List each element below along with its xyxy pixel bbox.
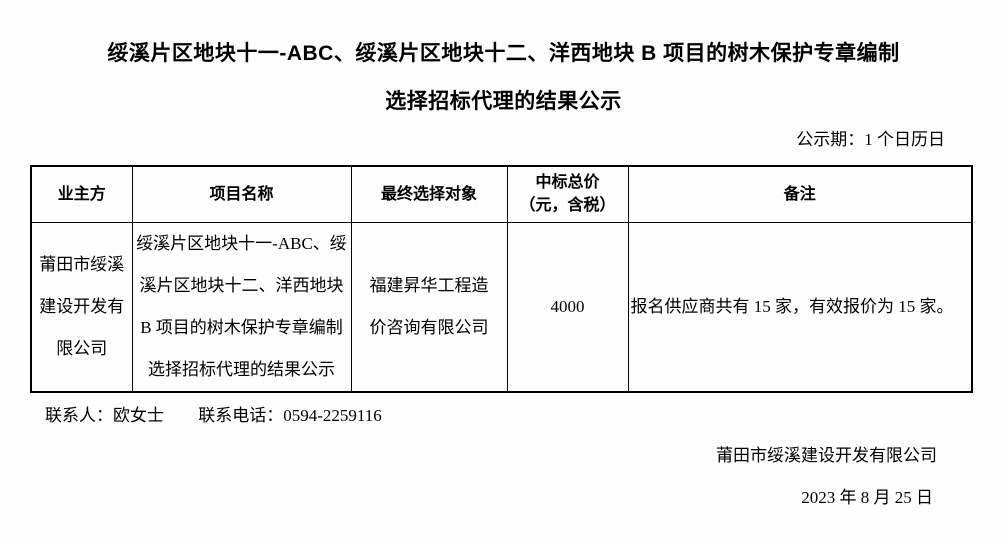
price-cell: 4000 <box>506 221 629 392</box>
signature-date: 2023 年 8 月 25 日 <box>801 487 933 507</box>
signature-company: 莆田市绥溪建设开发有限公司 <box>716 445 937 465</box>
header-project: 项目名称 <box>131 165 352 223</box>
page-title-line1: 绥溪片区地块十一-ABC、绥溪片区地块十二、洋西地块 B 项目的树木保护专章编制 <box>107 42 900 65</box>
header-agency: 最终选择对象 <box>350 165 508 223</box>
project-cell: 绥溪片区地块十一-ABC、绥溪片区地块十二、洋西地块 B 项目的树木保护专章编制… <box>131 221 352 392</box>
page-title-line2: 选择招标代理的结果公示 <box>385 90 622 113</box>
table-row: 莆田市绥溪建设开发有限公司 绥溪片区地块十一-ABC、绥溪片区地块十二、洋西地块… <box>30 221 973 392</box>
header-price: 中标总价 （元，含税） <box>506 165 629 223</box>
publicity-period: 公示期：1 个日历日 <box>796 130 945 149</box>
owner-cell: 莆田市绥溪建设开发有限公司 <box>30 221 133 392</box>
contact-phone: 联系电话：0594-2259116 <box>198 405 382 425</box>
table-header-row: 业主方 项目名称 最终选择对象 中标总价 （元，含税） 备注 <box>30 165 973 223</box>
page-title: 绥溪片区地块十一-ABC、绥溪片区地块十二、洋西地块 B 项目的树木保护专章编制… <box>0 0 1007 126</box>
bid-result-table: 业主方 项目名称 最终选择对象 中标总价 （元，含税） 备注 莆田市绥溪建设开发… <box>30 165 973 393</box>
agency-cell: 福建昇华工程造价咨询有限公司 <box>350 221 508 392</box>
header-owner: 业主方 <box>30 165 133 223</box>
remark-cell: 报名供应商共有 15 家，有效报价为 15 家。 <box>627 221 973 392</box>
contact-line: 联系人：欧女士 联系电话：0594-2259116 <box>45 405 1007 427</box>
header-remark: 备注 <box>627 165 973 223</box>
contact-person: 联系人：欧女士 <box>45 405 164 425</box>
